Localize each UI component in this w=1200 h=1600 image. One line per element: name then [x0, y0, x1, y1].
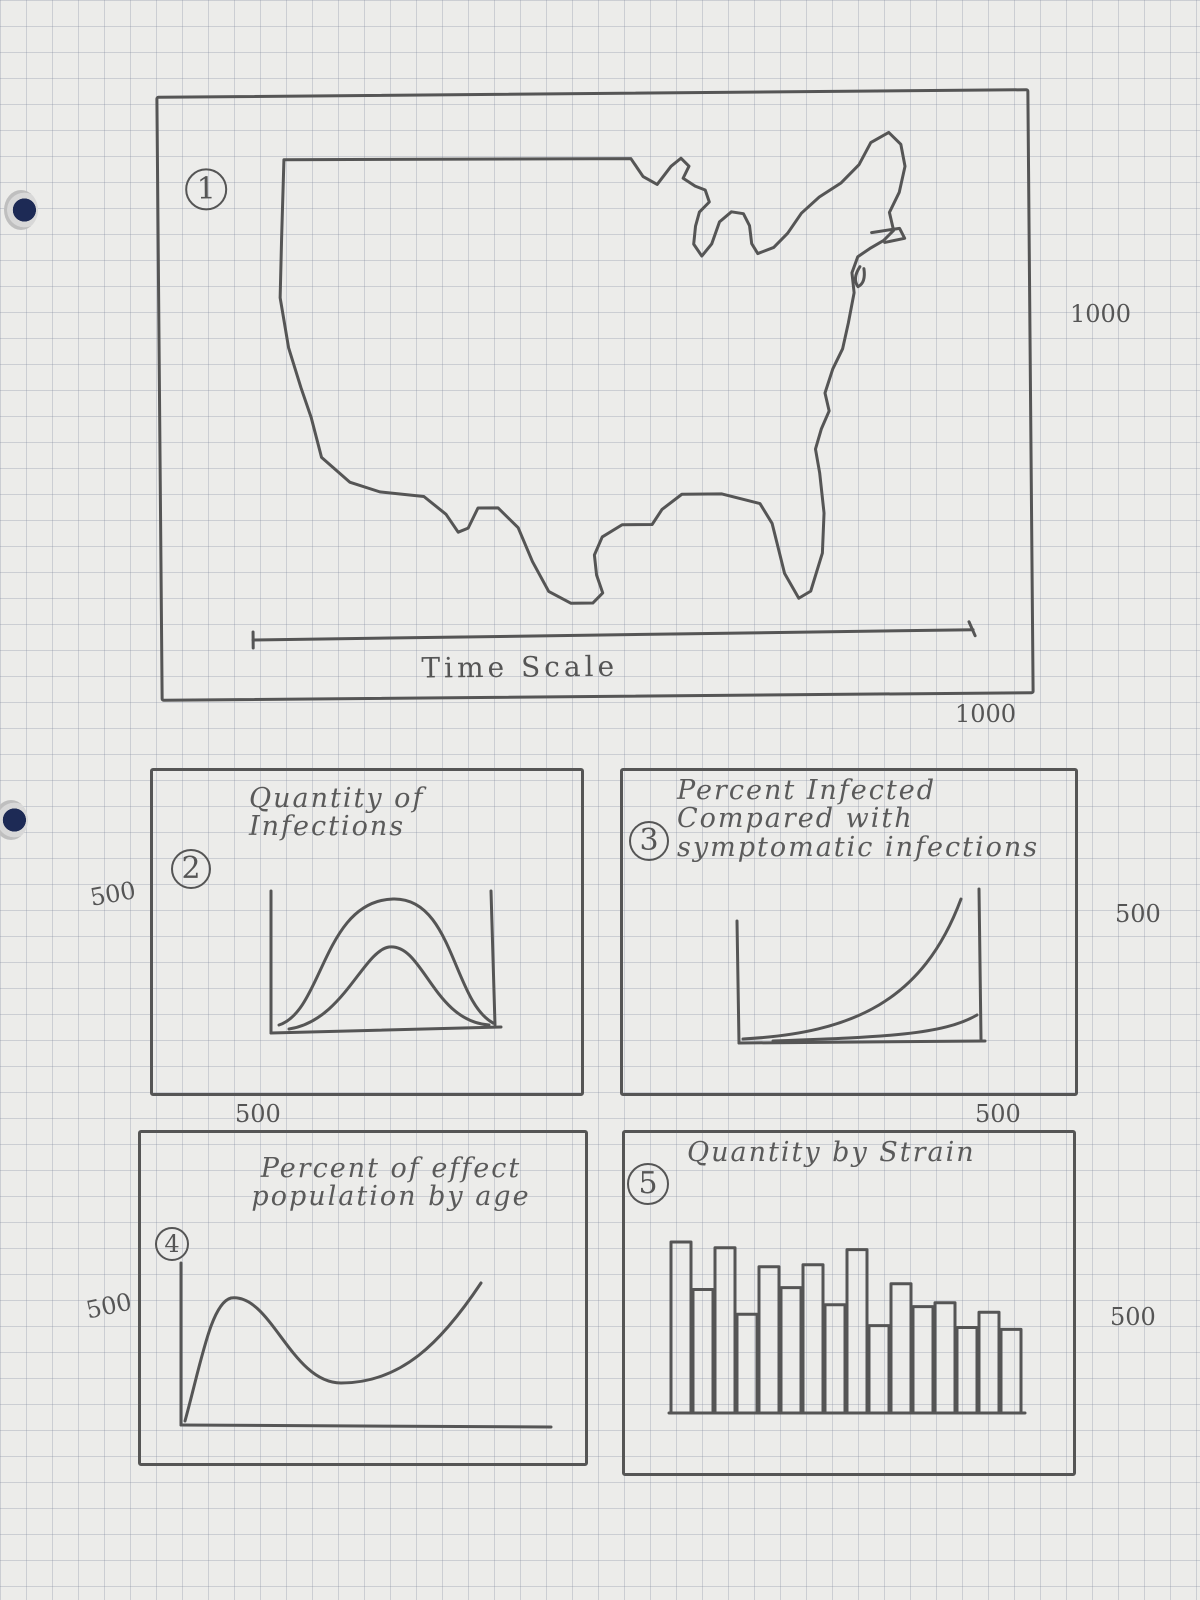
strain-bar-11 — [889, 1282, 913, 1415]
chart3-right-border — [977, 887, 983, 1041]
binder-hole-top — [4, 190, 38, 230]
panel1-height-label: 1000 — [1070, 300, 1132, 328]
panel-number-2: 2 — [171, 849, 211, 889]
strain-bar-10 — [867, 1324, 891, 1415]
usa-map-icon — [278, 130, 907, 605]
strain-bar-13 — [933, 1301, 957, 1415]
panel-number-4: 4 — [155, 1227, 189, 1261]
chart4-x-axis — [179, 1423, 553, 1429]
panel3-width-label: 500 — [975, 1100, 1021, 1128]
strain-bar-15 — [977, 1310, 1001, 1415]
binder-hole-middle — [0, 800, 28, 840]
panel-number-5: 5 — [627, 1163, 669, 1205]
panel5-height-label: 500 — [1110, 1303, 1156, 1331]
strain-bar-7 — [801, 1263, 825, 1415]
chart2-right-border — [489, 889, 497, 1027]
population-by-age-line-chart — [179, 1261, 553, 1429]
panel2-title: Quantity of Infections — [249, 783, 425, 843]
strain-bar-16 — [999, 1327, 1023, 1415]
strain-bar-14 — [955, 1326, 979, 1415]
panel-number-3: 3 — [629, 821, 669, 861]
panel-map: 1 Time Scale — [155, 88, 1035, 702]
strain-bar-8 — [823, 1303, 847, 1415]
chart3-series-symptomatic — [771, 1013, 979, 1043]
time-scale-slider[interactable] — [163, 611, 1031, 659]
chart3-series-infected — [741, 897, 963, 1041]
chart4-series-age — [183, 1281, 483, 1423]
percent-infected-line-chart — [735, 887, 987, 1045]
infections-line-chart — [269, 889, 503, 1035]
strain-bar-9 — [845, 1248, 869, 1415]
chart3-y-axis — [735, 919, 741, 1045]
chart2-series-inner — [287, 945, 491, 1031]
panel3-title: Percent Infected Compared with symptomat… — [677, 775, 1040, 863]
panel3-height-label: 500 — [1115, 900, 1161, 928]
strain-bar-1 — [669, 1240, 693, 1415]
panel-population-by-age: Percent of effect population by age 4 — [138, 1130, 588, 1466]
time-scale-label: Time Scale — [421, 649, 619, 685]
panel2-height-label: 500 — [87, 876, 138, 912]
panel2-width-label: 500 — [235, 1100, 281, 1128]
strain-bar-chart — [667, 1240, 1027, 1415]
strain-bar-3 — [713, 1246, 737, 1415]
strain-bar-4 — [735, 1312, 759, 1415]
strain-bar-2 — [691, 1288, 715, 1415]
panel-quantity-by-strain: Quantity by Strain 5 — [622, 1130, 1076, 1476]
strain-bar-12 — [911, 1305, 935, 1415]
chart3-x-axis — [737, 1039, 987, 1045]
strain-bar-6 — [779, 1286, 803, 1415]
panel1-width-label: 1000 — [955, 700, 1017, 728]
panel4-height-label: 500 — [83, 1287, 135, 1325]
panel-percent-infected: Percent Infected Compared with symptomat… — [620, 768, 1078, 1096]
panel-infections: Quantity of Infections 2 — [150, 768, 584, 1096]
strain-bar-5 — [757, 1265, 781, 1415]
panel4-title: Percent of effect population by age — [251, 1153, 531, 1213]
chart2-series-outer — [277, 897, 495, 1027]
panel5-title: Quantity by Strain — [687, 1137, 976, 1168]
chart2-x-axis — [269, 1025, 503, 1035]
